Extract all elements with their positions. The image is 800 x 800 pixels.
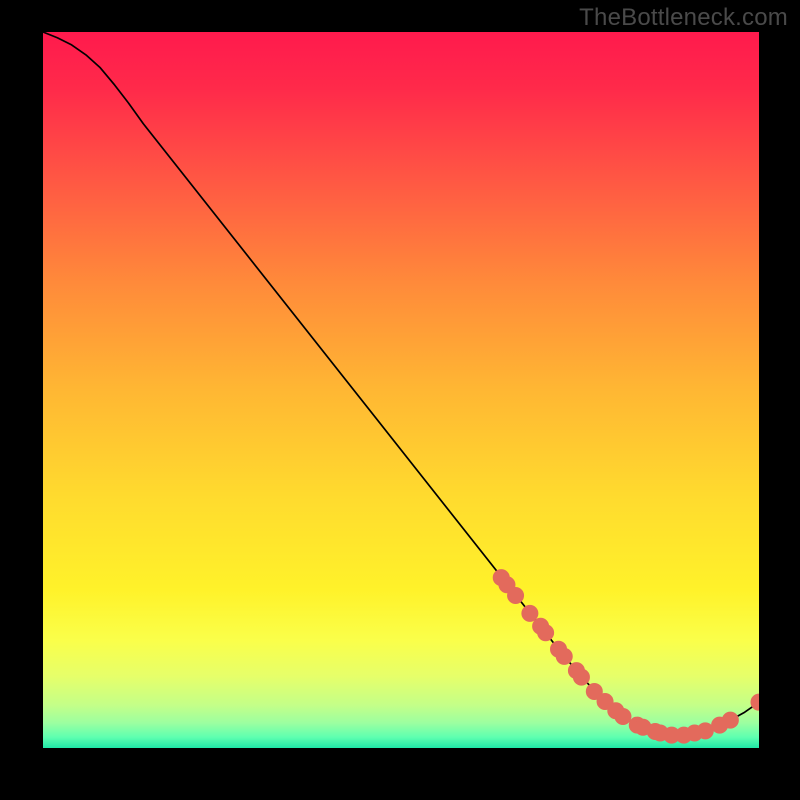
data-marker: [722, 712, 738, 728]
gradient-background: [43, 32, 759, 748]
bottleneck-chart: [43, 32, 759, 748]
data-marker: [573, 669, 589, 685]
watermark-text: TheBottleneck.com: [579, 4, 788, 32]
data-marker: [508, 587, 524, 603]
data-marker: [522, 605, 538, 621]
data-marker: [615, 709, 631, 725]
chart-frame: TheBottleneck.com: [0, 0, 800, 800]
data-marker: [697, 723, 713, 739]
data-marker: [538, 625, 554, 641]
data-marker: [556, 648, 572, 664]
